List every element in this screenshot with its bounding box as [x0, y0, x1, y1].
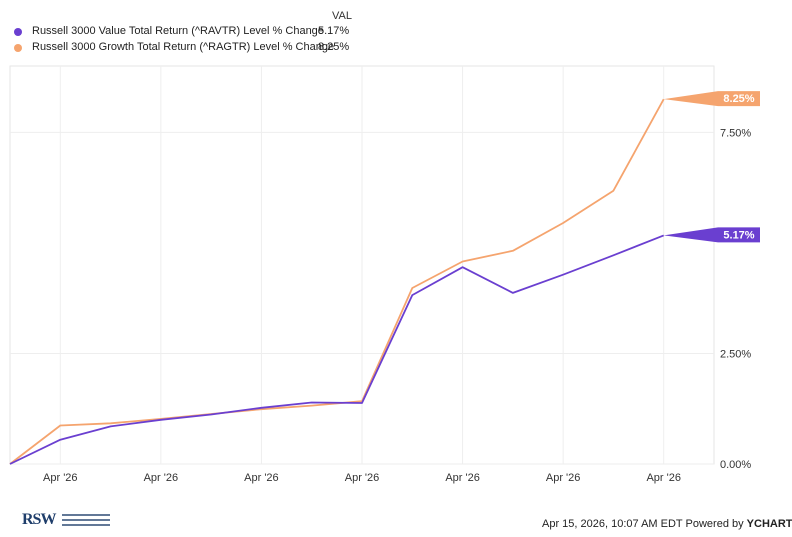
- x-tick-label: Apr '26: [244, 472, 279, 484]
- legend-value-value: 5.17%: [318, 25, 350, 37]
- rsw-logo: RSW: [22, 508, 112, 532]
- logo-lines: [62, 514, 110, 529]
- svg-text:8.25%: 8.25%: [723, 93, 754, 105]
- y-tick-label: 0.00%: [720, 459, 751, 471]
- footer-timestamp: Apr 15, 2026, 10:07 AM EDT: [542, 518, 683, 530]
- x-tick-label: Apr '26: [445, 472, 480, 484]
- footer: Apr 15, 2026, 10:07 AM EDT Powered by YC…: [542, 518, 792, 530]
- y-tick-label: 7.50%: [720, 127, 751, 139]
- x-tick-label: Apr '26: [646, 472, 681, 484]
- y-tick-label: 2.50%: [720, 348, 751, 360]
- end-label-growth: 8.25%: [663, 91, 760, 107]
- footer-powered-by: Powered by: [685, 518, 744, 530]
- legend-value-growth: 8.25%: [318, 41, 350, 53]
- legend-label-value: Russell 3000 Value Total Return (^RAVTR)…: [32, 25, 324, 37]
- legend-swatch-growth: [14, 44, 22, 52]
- ycharts-logo[interactable]: YCHARTS: [746, 518, 792, 530]
- x-tick-label: Apr '26: [546, 472, 581, 484]
- legend-label-growth: Russell 3000 Growth Total Return (^RAGTR…: [32, 41, 335, 53]
- x-tick-label: Apr '26: [345, 472, 380, 484]
- legend-swatch-value: [14, 28, 22, 36]
- x-tick-label: Apr '26: [43, 472, 78, 484]
- series-line-growth: [9, 98, 665, 465]
- series-line-value: [9, 234, 665, 465]
- legend-header: VAL: [332, 10, 352, 22]
- end-label-value: 5.17%: [663, 227, 760, 243]
- x-tick-label: Apr '26: [144, 472, 179, 484]
- svg-text:5.17%: 5.17%: [723, 229, 754, 241]
